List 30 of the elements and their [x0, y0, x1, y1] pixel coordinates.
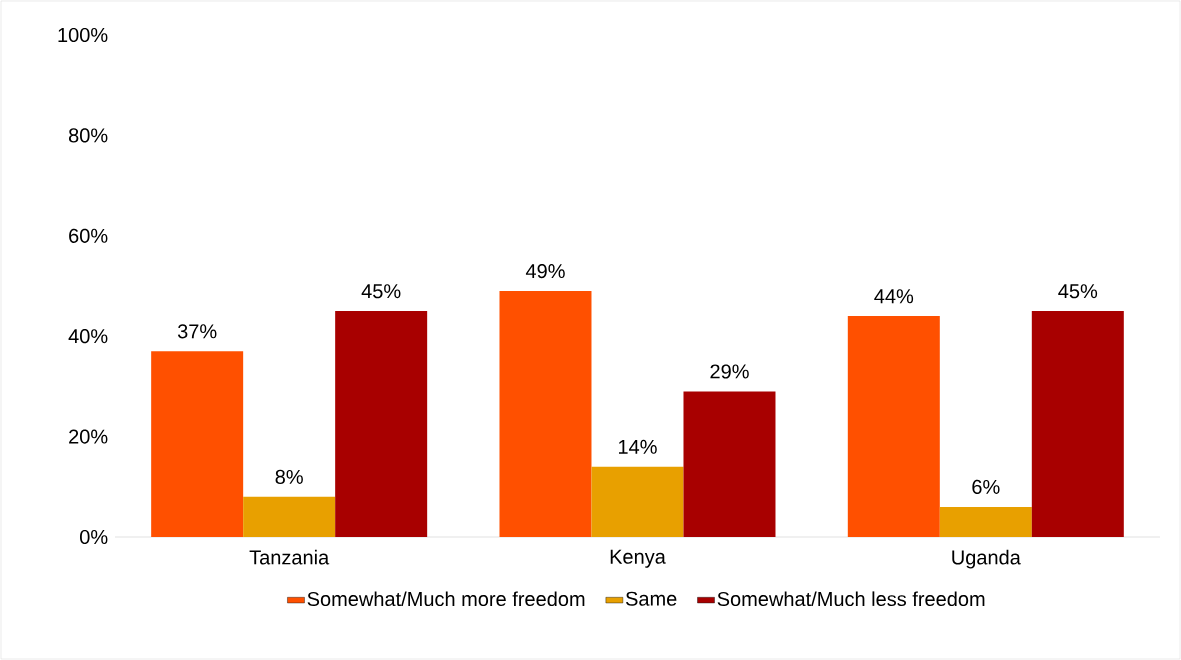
- y-tick-label: 0%: [80, 529, 108, 545]
- data-label: 37%: [177, 324, 217, 339]
- bar: [499, 291, 592, 537]
- data-label: 45%: [1058, 284, 1098, 299]
- data-label: 45%: [361, 284, 401, 299]
- x-tick-label: Tanzania: [249, 549, 330, 565]
- bar: [591, 466, 684, 537]
- legend-label: Somewhat/Much more freedom: [307, 591, 585, 607]
- data-label: 6%: [972, 479, 1000, 495]
- x-tick-label: Kenya: [610, 549, 666, 568]
- y-tick-label: 20%: [69, 429, 108, 444]
- bar: [683, 391, 776, 537]
- x-tick-label: Uganda: [952, 549, 1021, 569]
- legend-label: Somewhat/Much less freedom: [717, 591, 985, 607]
- y-tick-label: 100%: [58, 27, 108, 43]
- data-label: 44%: [874, 289, 914, 304]
- data-label: 8%: [275, 469, 303, 484]
- bar: [847, 316, 940, 537]
- bar: [939, 506, 1032, 537]
- y-tick-label: 80%: [68, 128, 108, 143]
- data-label: 14%: [619, 439, 657, 454]
- y-tick-label: 40%: [68, 329, 108, 344]
- y-tick-label: 60%: [69, 228, 108, 243]
- bar: [151, 351, 244, 537]
- bar: [335, 311, 428, 537]
- data-label: 29%: [710, 364, 749, 379]
- bar: [243, 496, 336, 537]
- data-label: 49%: [525, 263, 565, 279]
- bar: [1031, 311, 1124, 537]
- legend-label: Same: [625, 591, 677, 606]
